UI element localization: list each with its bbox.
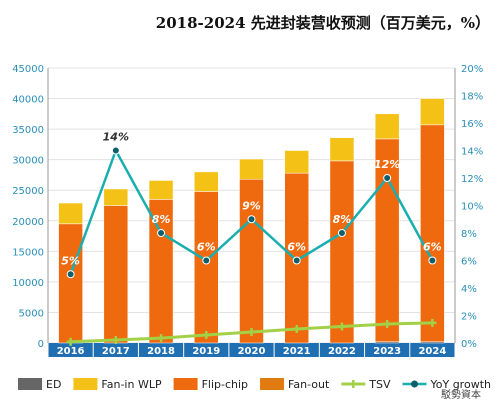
- x-tick-label: 2020: [238, 346, 266, 357]
- yoy-growth-point: [111, 146, 120, 155]
- y-left-tick-label: 20000: [12, 217, 44, 228]
- x-tick-label: 2018: [147, 346, 175, 357]
- bar-flip-chip: [194, 191, 219, 344]
- chart-title: 2018-2024 先进封装营收预测（百万美元，%）: [155, 14, 490, 32]
- legend-label-ed: ED: [46, 378, 61, 391]
- yoy-growth-point: [337, 229, 346, 237]
- y-right-tick-label: 12%: [461, 174, 483, 185]
- bar-fan-in-wlp: [103, 188, 129, 206]
- y-right-tick-label: 18%: [461, 92, 483, 103]
- y-left-tick-label: 45000: [12, 64, 44, 75]
- legend-swatch-fan-out: [260, 378, 285, 390]
- x-tick-label: 2023: [373, 346, 401, 357]
- tsv-point: [428, 318, 437, 327]
- watermark: 駁勢資本: [441, 390, 481, 401]
- tsv-point: [66, 337, 75, 346]
- bar-fan-in-wlp: [374, 113, 400, 140]
- legend-label-yoy-growth: YoY growth: [430, 378, 492, 391]
- legend-marker-tsv: [349, 380, 358, 388]
- bar-flip-chip: [58, 223, 83, 344]
- yoy-growth-point: [383, 174, 392, 182]
- y-left-tick-label: 40000: [12, 95, 44, 106]
- legend-label-fan-in-wlp: Fan-in WLP: [101, 378, 162, 391]
- y-right-tick-label: 16%: [461, 119, 483, 130]
- bar-fan-in-wlp: [420, 98, 445, 126]
- yoy-growth-point: [292, 256, 301, 265]
- yoy-data-label: 8%: [152, 213, 171, 226]
- yoy-data-label: 6%: [287, 241, 306, 254]
- yoy-growth-point: [247, 215, 256, 224]
- yoy-data-label: 12%: [374, 158, 400, 171]
- y-right-tick-label: 20%: [461, 64, 483, 75]
- bar-fan-in-wlp: [329, 137, 355, 162]
- y-left-tick-label: 30000: [12, 156, 44, 167]
- y-right-tick-label: 14%: [461, 147, 483, 158]
- tsv-point: [202, 331, 211, 340]
- yoy-data-label: 5%: [61, 254, 80, 267]
- y-right-tick-label: 6%: [461, 257, 477, 268]
- bar-flip-chip: [329, 160, 355, 344]
- y-right-tick-label: 2%: [461, 312, 477, 323]
- yoy-data-label: 9%: [242, 199, 261, 212]
- x-tick-label: 2016: [57, 346, 85, 357]
- yoy-data-label: 6%: [423, 241, 442, 254]
- bar-fan-in-wlp: [58, 202, 83, 225]
- legend-swatch-fan-in-wlp: [73, 378, 98, 390]
- y-right-tick-label: 10%: [461, 202, 483, 213]
- y-left-tick-label: 10000: [12, 278, 44, 289]
- bar-fan-in-wlp: [284, 150, 309, 174]
- legend-label-fan-out: Fan-out: [288, 378, 330, 391]
- legend-label-tsv: TSV: [368, 378, 391, 391]
- tsv-point: [383, 320, 392, 329]
- yoy-growth-point: [66, 270, 75, 279]
- x-tick-label: 2024: [418, 346, 446, 357]
- bar-fan-in-wlp: [148, 180, 174, 200]
- yoy-data-label: 14%: [103, 131, 129, 144]
- y-left-tick-label: 0: [38, 339, 44, 350]
- x-tick-label: 2021: [283, 346, 311, 357]
- y-right-tick-label: 8%: [461, 229, 477, 240]
- x-axis-band: [48, 343, 455, 357]
- tsv-point: [111, 335, 120, 344]
- x-tick-label: 2022: [328, 346, 356, 357]
- tsv-point: [247, 328, 256, 336]
- yoy-growth-point: [428, 256, 437, 265]
- x-tick-label: 2019: [192, 346, 220, 357]
- tsv-point: [157, 334, 166, 343]
- y-left-tick-label: 35000: [12, 125, 44, 136]
- y-left-tick-label: 15000: [12, 247, 44, 258]
- y-left-tick-label: 25000: [12, 186, 44, 197]
- bar-flip-chip: [148, 199, 174, 344]
- yoy-growth-point: [157, 229, 166, 237]
- bar-fan-in-wlp: [194, 171, 219, 192]
- legend-marker-yoy-growth: [411, 380, 418, 388]
- yoy-growth-point: [202, 256, 211, 265]
- legend-swatch-ed: [18, 378, 42, 390]
- x-tick-label: 2017: [102, 346, 130, 357]
- y-right-tick-label: 0%: [461, 339, 477, 350]
- bar-flip-chip: [103, 205, 129, 344]
- y-right-tick-label: 4%: [461, 284, 477, 295]
- legend-label-flip-chip: Flip-chip: [202, 378, 248, 391]
- bar-flip-chip: [420, 124, 445, 343]
- bar-flip-chip: [374, 138, 400, 343]
- yoy-data-label: 8%: [333, 213, 352, 226]
- bar-fan-in-wlp: [239, 158, 264, 180]
- yoy-data-label: 6%: [197, 241, 216, 254]
- tsv-point: [337, 322, 346, 331]
- legend-swatch-flip-chip: [173, 378, 198, 390]
- y-left-tick-label: 5000: [19, 308, 44, 319]
- tsv-point: [292, 324, 301, 333]
